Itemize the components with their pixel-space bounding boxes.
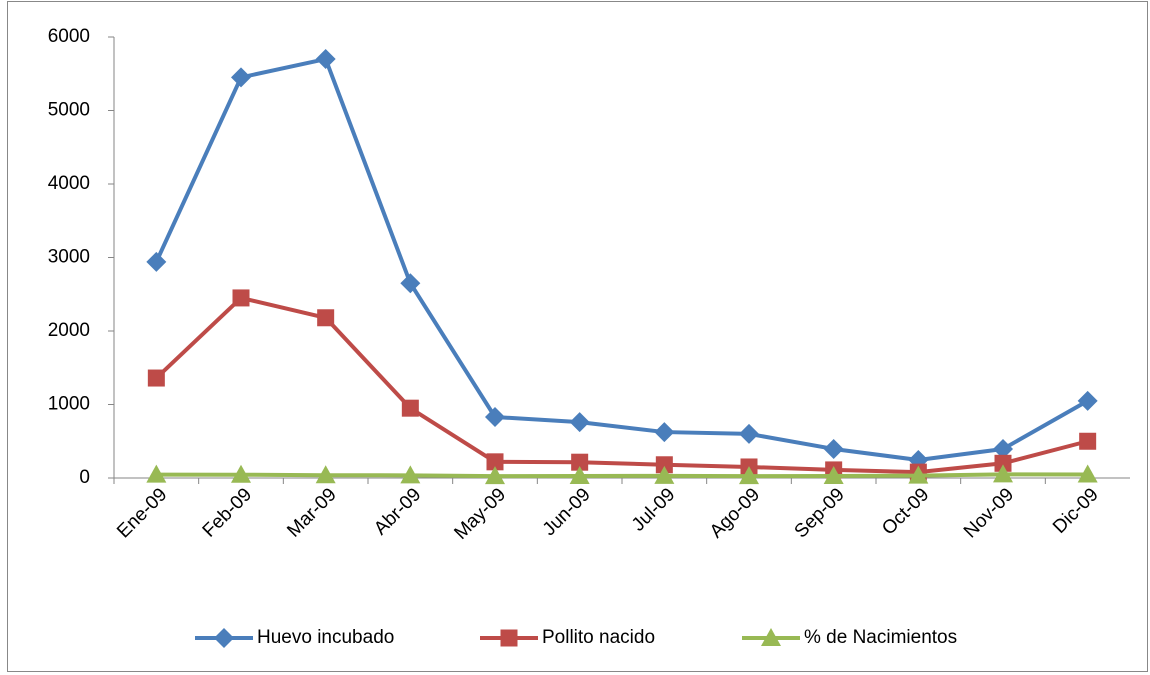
marker (317, 309, 335, 327)
marker (569, 412, 590, 433)
chart-border (7, 1, 1148, 672)
marker (1077, 464, 1098, 483)
marker (823, 465, 844, 484)
legend-label: Pollito nacido (542, 627, 655, 648)
marker (761, 628, 781, 646)
y-tick-label: 2000 (48, 320, 90, 341)
y-tick-label: 4000 (48, 173, 90, 194)
marker (739, 466, 759, 485)
marker (146, 464, 167, 483)
marker (146, 251, 167, 272)
series-line (154, 57, 1089, 462)
marker (214, 628, 234, 648)
marker (315, 465, 336, 484)
marker (500, 629, 518, 647)
marker (654, 422, 675, 443)
y-tick-label: 3000 (48, 247, 90, 268)
marker (739, 423, 759, 444)
marker (486, 453, 504, 471)
marker (1079, 432, 1097, 450)
marker (231, 67, 251, 88)
marker (569, 465, 590, 484)
legend-label: % de Nacimientos (804, 627, 957, 648)
marker (655, 456, 673, 474)
marker (232, 289, 250, 307)
y-tick-label: 5000 (48, 100, 90, 121)
y-tick-label: 6000 (48, 26, 90, 47)
marker (823, 438, 844, 459)
y-tick-label: 0 (79, 467, 90, 488)
marker (993, 464, 1013, 483)
marker (654, 465, 675, 484)
marker (1077, 390, 1098, 411)
marker (401, 399, 419, 417)
marker (147, 369, 165, 387)
marker (485, 466, 505, 485)
legend-label: Huevo incubado (257, 627, 394, 648)
series-line (156, 472, 1088, 479)
marker (571, 453, 589, 471)
marker (400, 465, 421, 484)
marker (315, 49, 336, 70)
marker (994, 454, 1012, 472)
marker (993, 438, 1013, 459)
marker (231, 464, 251, 483)
marker (908, 465, 929, 484)
series-line (154, 295, 1089, 475)
marker (485, 406, 505, 427)
y-tick-label: 1000 (48, 394, 90, 415)
marker (400, 273, 421, 294)
